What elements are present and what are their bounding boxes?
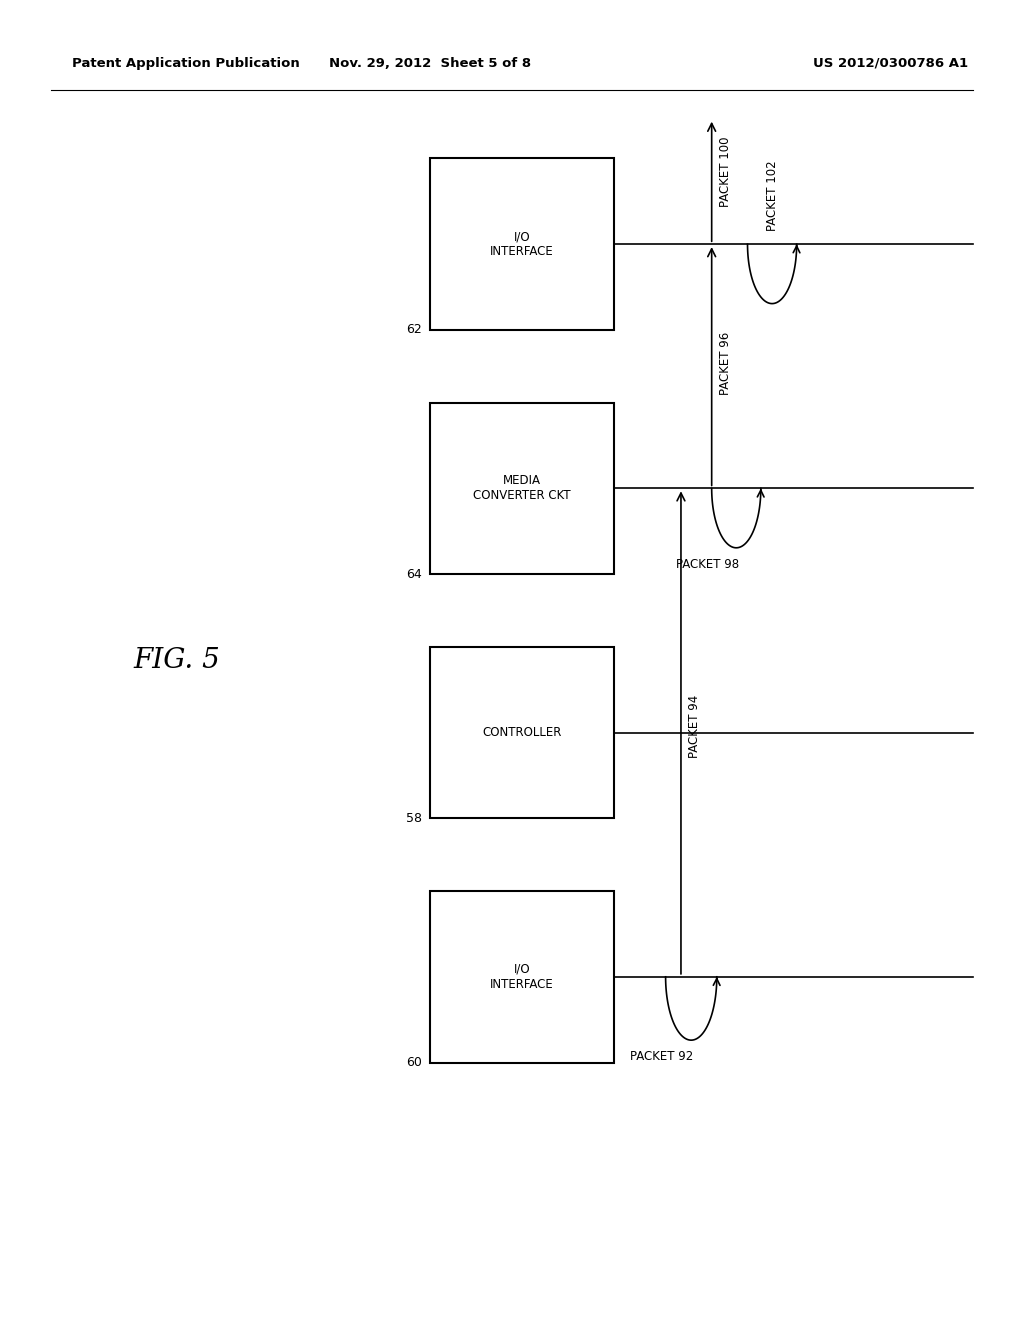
Text: 62: 62 (407, 323, 422, 337)
Text: 64: 64 (407, 568, 422, 581)
Text: I/O
INTERFACE: I/O INTERFACE (490, 962, 554, 991)
Text: 60: 60 (406, 1056, 422, 1069)
Text: 58: 58 (406, 812, 422, 825)
Text: CONTROLLER: CONTROLLER (482, 726, 562, 739)
Text: PACKET 94: PACKET 94 (688, 694, 701, 758)
Text: I/O
INTERFACE: I/O INTERFACE (490, 230, 554, 259)
Text: Nov. 29, 2012  Sheet 5 of 8: Nov. 29, 2012 Sheet 5 of 8 (329, 57, 531, 70)
Bar (430, 647, 614, 818)
Bar (430, 158, 614, 330)
Text: PACKET 96: PACKET 96 (719, 331, 732, 395)
Text: PACKET 100: PACKET 100 (719, 136, 732, 207)
Bar (430, 891, 614, 1063)
Text: PACKET 98: PACKET 98 (676, 558, 739, 572)
Text: Patent Application Publication: Patent Application Publication (72, 57, 299, 70)
Text: PACKET 102: PACKET 102 (766, 160, 779, 231)
Text: US 2012/0300786 A1: US 2012/0300786 A1 (813, 57, 969, 70)
Text: FIG. 5: FIG. 5 (133, 647, 220, 673)
Text: PACKET 92: PACKET 92 (630, 1049, 693, 1063)
Bar (430, 403, 614, 574)
Text: MEDIA
CONVERTER CKT: MEDIA CONVERTER CKT (473, 474, 571, 503)
